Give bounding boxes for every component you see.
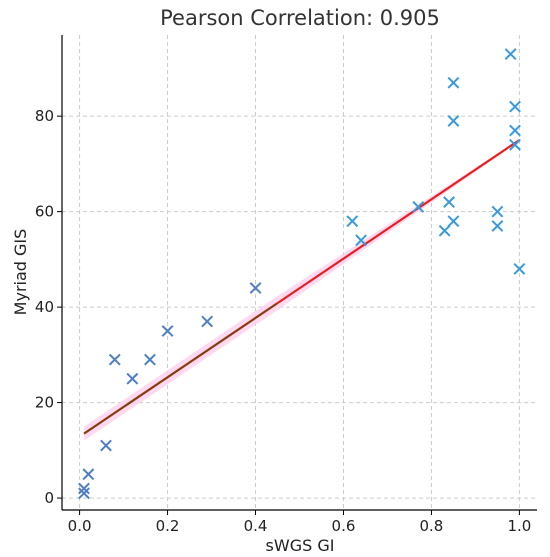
x-axis-label: sWGS GI	[266, 536, 335, 555]
data-point	[491, 220, 504, 232]
regression-line	[276, 139, 521, 305]
data-point	[491, 205, 504, 218]
y-tick-label: 40	[35, 298, 54, 316]
data-point	[355, 234, 367, 247]
data-point	[504, 48, 517, 61]
data-point	[509, 138, 521, 151]
data-point	[447, 215, 460, 228]
data-point	[78, 487, 90, 500]
y-tick-label: 0	[44, 489, 54, 507]
data-point	[144, 353, 156, 366]
axes: 0.0 0.2 0.4 0.6 0.8 1.0 0 20 40 60 80	[35, 35, 537, 535]
x-tick-label: 1.0	[507, 517, 531, 535]
regression-line-group	[83, 139, 521, 435]
data-point	[447, 115, 460, 127]
data-point	[438, 224, 451, 237]
x-tick-label: 0.4	[244, 517, 268, 535]
regression-line-overlap	[83, 302, 279, 435]
data-point	[346, 215, 359, 228]
data-point	[509, 100, 521, 113]
y-tick-label: 80	[35, 107, 54, 125]
data-point	[249, 282, 262, 294]
data-point	[78, 482, 90, 495]
data-point	[126, 372, 139, 385]
y-tick-label: 20	[35, 394, 54, 412]
x-tick-label: 0.2	[156, 517, 180, 535]
data-points	[78, 48, 526, 500]
x-tick-label: 0.6	[332, 517, 356, 535]
data-point	[443, 196, 455, 208]
y-axis-label: Myriad GIS	[11, 229, 30, 316]
data-point	[161, 325, 174, 337]
data-point	[513, 263, 526, 275]
chart-title: Pearson Correlation: 0.905	[160, 6, 440, 30]
data-point	[82, 468, 95, 481]
data-point	[100, 439, 112, 452]
grid	[62, 35, 537, 510]
x-tick-label: 0.8	[420, 517, 444, 535]
x-tick-label: 0.0	[68, 517, 92, 535]
data-point	[108, 353, 121, 366]
data-point	[509, 124, 521, 137]
data-point	[412, 200, 425, 213]
data-point	[201, 315, 214, 328]
y-tick-label: 60	[35, 203, 54, 221]
data-point	[447, 76, 460, 89]
